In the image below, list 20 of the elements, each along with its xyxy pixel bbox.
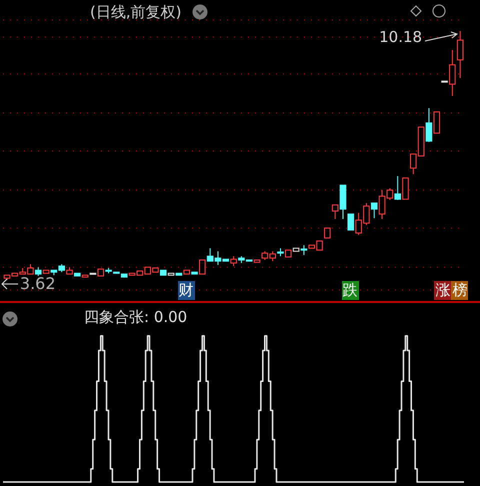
annotation: 跌: [342, 281, 359, 300]
candlestick: [370, 202, 378, 219]
candlestick: [230, 256, 237, 267]
candlestick: [347, 214, 354, 230]
candlestick: [324, 228, 331, 238]
candlestick: [426, 108, 432, 142]
annotation: 3.62: [20, 274, 56, 294]
chart-title: 四象合张: 0.00: [84, 308, 188, 327]
chart-title: (日线,前复权): [90, 3, 182, 22]
candlestick: [402, 177, 409, 200]
candlestick: [199, 260, 206, 275]
candlestick: [456, 30, 464, 79]
candlestick: [340, 184, 346, 220]
candlestick: [300, 244, 308, 256]
candlestick: [433, 111, 440, 134]
candlestick: [332, 204, 338, 220]
annotation: 财: [178, 281, 195, 300]
annotation: 10.18: [379, 28, 422, 46]
annotation: 涨榜: [434, 281, 468, 300]
candlestick: [394, 176, 401, 200]
